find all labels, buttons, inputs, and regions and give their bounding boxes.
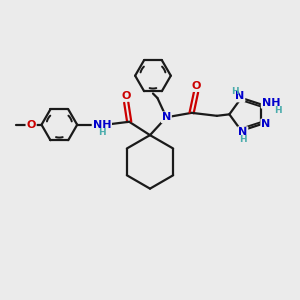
Text: H: H: [231, 87, 238, 96]
Text: NH: NH: [262, 98, 280, 108]
Text: N: N: [162, 112, 171, 122]
Text: H: H: [239, 135, 247, 144]
Text: N: N: [238, 127, 248, 137]
Text: N: N: [235, 92, 244, 101]
Text: H: H: [274, 106, 282, 115]
Text: O: O: [26, 120, 36, 130]
Text: O: O: [122, 91, 131, 101]
Text: O: O: [191, 81, 201, 91]
Text: H: H: [98, 128, 106, 137]
Text: NH: NH: [93, 120, 111, 130]
Text: N: N: [261, 119, 271, 130]
